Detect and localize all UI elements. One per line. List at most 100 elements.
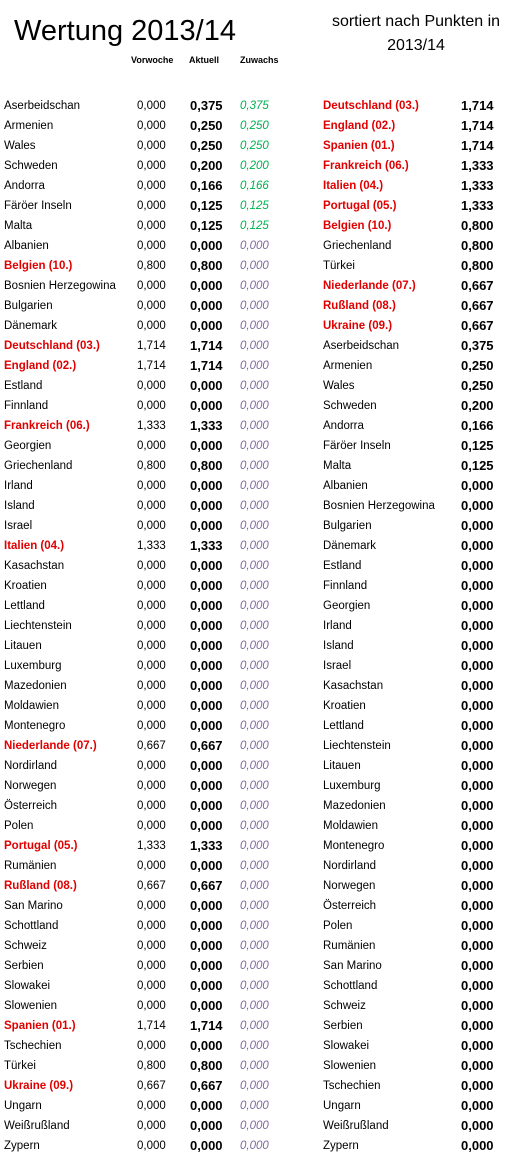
ranked-country-name: Italien (04.)	[323, 180, 384, 192]
ranked-country-name: Kroatien	[323, 700, 366, 712]
country-name: Norwegen	[4, 780, 57, 792]
gain-value: 0,000	[240, 360, 269, 372]
ranked-country-name: Rußland (08.)	[323, 300, 396, 312]
ranked-value: 0,000	[461, 538, 494, 553]
table-row: Deutschland (03.) 1,714 1,714 0,000 Aserbeid…	[0, 336, 514, 356]
ranked-value: 0,000	[461, 918, 494, 933]
current-value: 0,000	[190, 578, 223, 593]
country-name: Israel	[4, 520, 33, 532]
current-value: 0,800	[190, 258, 223, 273]
table-row: Schweiz 0,000 0,000 0,000 Rumänien 0,000	[0, 936, 514, 956]
gain-value: 0,000	[240, 580, 269, 592]
previous-value: 0,000	[137, 1120, 166, 1132]
previous-value: 0,000	[137, 860, 166, 872]
table-row: Nordirland 0,000 0,000 0,000 Litauen 0,000	[0, 756, 514, 776]
previous-value: 0,000	[137, 160, 166, 172]
ranked-value: 0,800	[461, 218, 494, 233]
gain-value: 0,000	[240, 240, 269, 252]
country-name: Griechenland	[4, 460, 73, 472]
table-row: Estland 0,000 0,000 0,000 Wales 0,250	[0, 376, 514, 396]
ranked-country-name: Weißrußland	[323, 1120, 389, 1132]
ranked-value: 0,000	[461, 898, 494, 913]
ranked-value: 0,000	[461, 678, 494, 693]
gain-value: 0,000	[240, 600, 269, 612]
gain-value: 0,000	[240, 460, 269, 472]
ranked-value: 0,000	[461, 758, 494, 773]
current-value: 0,000	[190, 518, 223, 533]
country-name: Malta	[4, 220, 33, 232]
ranked-value: 0,000	[461, 738, 494, 753]
current-value: 0,000	[190, 678, 223, 693]
ranked-country-name: Irland	[323, 620, 352, 632]
ranked-country-name: Lettland	[323, 720, 364, 732]
country-name: Schweden	[4, 160, 58, 172]
ranked-country-name: Andorra	[323, 420, 364, 432]
previous-value: 0,000	[137, 680, 166, 692]
ranked-country-name: Slowakei	[323, 1040, 370, 1052]
previous-value: 0,000	[137, 700, 166, 712]
current-value: 1,333	[190, 538, 223, 553]
previous-value: 0,000	[137, 200, 166, 212]
ranked-country-name: Rumänien	[323, 940, 376, 952]
country-name: Zypern	[4, 1140, 40, 1152]
ranked-value: 0,000	[461, 618, 494, 633]
country-name: Rumänien	[4, 860, 57, 872]
table-row: Kasachstan 0,000 0,000 0,000 Estland 0,000	[0, 556, 514, 576]
current-value: 0,000	[190, 958, 223, 973]
country-name: England (02.)	[4, 360, 77, 372]
previous-value: 0,000	[137, 660, 166, 672]
previous-value: 0,000	[137, 1040, 166, 1052]
ranked-country-name: Zypern	[323, 1140, 359, 1152]
previous-value: 0,000	[137, 480, 166, 492]
ranked-country-name: San Marino	[323, 960, 382, 972]
previous-value: 0,667	[137, 740, 166, 752]
table-row: Malta 0,000 0,125 0,125 Belgien (10.) 0,800	[0, 216, 514, 236]
current-value: 0,000	[190, 638, 223, 653]
current-value: 0,000	[190, 758, 223, 773]
gain-value: 0,000	[240, 480, 269, 492]
previous-value: 0,000	[137, 580, 166, 592]
current-value: 0,000	[190, 618, 223, 633]
ranked-country-name: Finnland	[323, 580, 368, 592]
ranked-country-name: Moldawien	[323, 820, 378, 832]
current-value: 0,000	[190, 478, 223, 493]
ranked-value: 0,000	[461, 858, 494, 873]
ranked-country-name: Frankreich (06.)	[323, 160, 409, 172]
country-name: Türkei	[4, 1060, 36, 1072]
ranked-country-name: Niederlande (07.)	[323, 280, 416, 292]
country-name: Moldawien	[4, 700, 59, 712]
current-value: 0,000	[190, 238, 223, 253]
ranked-country-name: Bulgarien	[323, 520, 372, 532]
table-row: Litauen 0,000 0,000 0,000 Island 0,000	[0, 636, 514, 656]
ranked-country-name: Georgien	[323, 600, 371, 612]
country-name: Spanien (01.)	[4, 1020, 76, 1032]
country-name: Luxemburg	[4, 660, 62, 672]
ranked-country-name: Nordirland	[323, 860, 377, 872]
column-header-current: Aktuell	[189, 55, 220, 65]
gain-value: 0,000	[240, 660, 269, 672]
ranked-country-name: Kasachstan	[323, 680, 384, 692]
country-name: Slowenien	[4, 1000, 58, 1012]
table-row: Bosnien Herzegowina 0,000 0,000 0,000 Nieder…	[0, 276, 514, 296]
current-value: 0,667	[190, 1078, 223, 1093]
country-name: Bulgarien	[4, 300, 53, 312]
country-name: Weißrußland	[4, 1120, 70, 1132]
table-row: Island 0,000 0,000 0,000 Bosnien Herzegowina…	[0, 496, 514, 516]
current-value: 0,000	[190, 658, 223, 673]
column-header-gain: Zuwachs	[240, 55, 279, 65]
gain-value: 0,000	[240, 620, 269, 632]
current-value: 0,667	[190, 878, 223, 893]
current-value: 1,714	[190, 358, 223, 373]
country-name: San Marino	[4, 900, 63, 912]
previous-value: 0,000	[137, 920, 166, 932]
gain-value: 0,000	[240, 560, 269, 572]
gain-value: 0,000	[240, 680, 269, 692]
ranked-country-name: Tschechien	[323, 1080, 381, 1092]
current-value: 0,000	[190, 1038, 223, 1053]
country-name: Schweiz	[4, 940, 47, 952]
ranked-country-name: Montenegro	[323, 840, 385, 852]
gain-value: 0,000	[240, 760, 269, 772]
gain-value: 0,000	[240, 820, 269, 832]
current-value: 0,000	[190, 698, 223, 713]
ranked-country-name: Norwegen	[323, 880, 376, 892]
